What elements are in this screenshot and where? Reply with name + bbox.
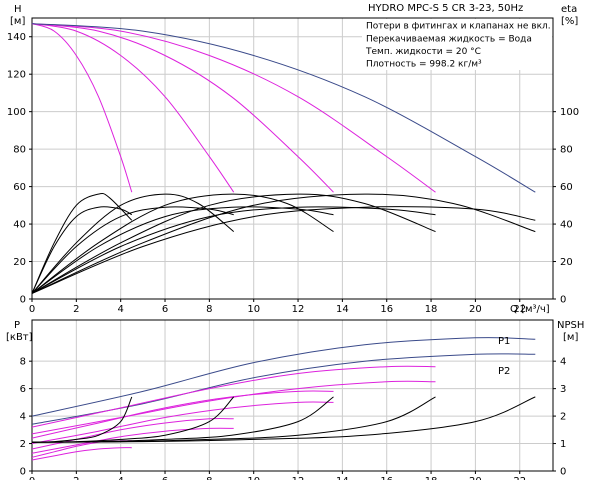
top-curve-head-3: [31, 23, 334, 193]
bottom-left-tick-label: 8: [20, 357, 26, 368]
top-ticks: 0 2 4 6 8 10 12 14 16 18 20 22 0 20 40 60 80 100 120 140 0 20…: [7, 32, 579, 315]
bottom-x-tick-label: 2: [73, 476, 79, 480]
top-right-tick-label: 100: [560, 107, 579, 118]
note-line-1: Потери в фитингах и клапанах не вкл.: [366, 22, 551, 32]
top-right-tick-label: 40: [560, 220, 573, 231]
bottom-left-tick-label: 2: [20, 439, 26, 450]
bottom-right-axis-unit: [м]: [563, 332, 578, 343]
top-right-tick-label: 0: [560, 295, 566, 306]
top-left-tick-label: 140: [7, 32, 26, 43]
bottom-x-tick-label: 20: [469, 476, 482, 480]
series-label-p2: P2: [498, 366, 510, 377]
top-x-tick-label: 20: [469, 304, 482, 315]
top-x-tick-label: 2: [73, 304, 79, 315]
bottom-right-tick-label: 3: [560, 384, 566, 395]
top-left-tick-label: 60: [13, 182, 26, 193]
bottom-x-tick-label: 0: [29, 476, 35, 480]
info-box-background: [362, 19, 552, 70]
bottom-left-axis-unit: [кВт]: [6, 332, 33, 343]
top-right-tick-label: 80: [560, 145, 573, 156]
bottom-curve-series-7: [31, 417, 234, 450]
bottom-right-axis-label: NPSH: [557, 320, 584, 331]
top-x-tick-label: 8: [206, 304, 212, 315]
bottom-right-tick-label: 0: [560, 467, 566, 478]
top-curve-efficiency-3: [31, 193, 334, 294]
top-left-tick-label: 0: [20, 295, 26, 306]
bottom-curve-series-10: [31, 447, 132, 461]
top-curve-efficiency-4: [31, 193, 436, 294]
bottom-left-tick-label: 6: [20, 384, 26, 395]
top-left-tick-label: 20: [13, 257, 26, 268]
top-left-axis-unit: [м]: [10, 16, 25, 27]
note-line-2: Перекачиваемая жидкость = Вода: [366, 35, 532, 45]
series-label-p1: P1: [498, 336, 510, 347]
top-curve-efficiency-5: [31, 193, 536, 294]
bottom-x-tick-label: 10: [247, 476, 260, 480]
bottom-curve-series-13: [31, 396, 334, 443]
bottom-x-tick-label: 16: [380, 476, 393, 480]
bottom-marks: [31, 337, 536, 461]
note-line-4: Плотность = 998.2 кг/м³: [366, 60, 482, 70]
top-left-tick-label: 80: [13, 145, 26, 156]
bottom-left-axis-label: P: [14, 320, 20, 331]
bottom-x-tick-label: 14: [336, 476, 349, 480]
bottom-x-tick-label: 4: [117, 476, 123, 480]
bottom-grid: [32, 320, 553, 471]
top-curve-efficiency-2: [31, 193, 235, 294]
bottom-curve-series-6: [31, 401, 334, 444]
top-curve-head-1: [31, 23, 133, 193]
bottom-x-tick-label: 8: [206, 476, 212, 480]
top-curve-head-5: [31, 23, 536, 193]
top-curve-head-4: [31, 23, 436, 193]
bottom-x-tick-label: 22: [513, 476, 526, 480]
top-x-tick-label: 22: [513, 304, 526, 315]
top-x-tick-label: 18: [425, 304, 438, 315]
top-x-axis-label: Q [м³/ч]: [510, 304, 550, 315]
top-x-tick-label: 14: [336, 304, 349, 315]
top-curve-efficiency-8: [31, 206, 334, 294]
chart-title: HYDRO MPC-S 5 CR 3-23, 50Hz: [368, 3, 523, 14]
bottom-ticks: 02468101214161820220246801234: [20, 357, 567, 480]
top-left-tick-label: 100: [7, 107, 26, 118]
bottom-curve-series-15: [31, 396, 133, 443]
top-right-tick-label: 60: [560, 182, 573, 193]
top-right-axis-unit: [%]: [561, 16, 578, 27]
bottom-x-tick-label: 12: [292, 476, 305, 480]
bottom-left-tick-label: 4: [20, 412, 26, 423]
top-curve-efficiency-6: [31, 206, 133, 294]
top-right-axis-label: eta: [561, 4, 577, 15]
top-x-tick-label: 0: [29, 304, 35, 315]
bottom-plot-frame: [31, 319, 554, 472]
top-curve-efficiency-9: [31, 206, 436, 294]
top-left-tick-label: 120: [7, 70, 26, 81]
top-curve-efficiency-1: [31, 193, 133, 294]
bottom-curve-series-3: [31, 365, 436, 428]
top-left-axis-label: H: [14, 4, 22, 15]
top-curve-efficiency-7: [31, 206, 234, 294]
top-x-tick-label: 6: [162, 304, 168, 315]
bottom-x-tick-label: 18: [425, 476, 438, 480]
top-curve-efficiency-10: [31, 206, 536, 294]
top-left-tick-label: 40: [13, 220, 26, 231]
bottom-curve-series-14: [31, 396, 235, 443]
note-line-3: Темп. жидкости = 20 °C: [365, 47, 481, 57]
top-marks: [31, 23, 536, 294]
bottom-curve-series-5: [31, 390, 334, 439]
bottom-left-tick-label: 0: [20, 467, 26, 478]
top-x-tick-label: 4: [117, 304, 123, 315]
bottom-x-tick-label: 6: [162, 476, 168, 480]
top-x-tick-label: 12: [292, 304, 305, 315]
top-x-tick-label: 16: [380, 304, 393, 315]
bottom-curve-series-8: [31, 427, 234, 454]
top-right-tick-label: 20: [560, 257, 573, 268]
top-curve-head-2: [31, 23, 235, 193]
bottom-curve-p1: [31, 337, 536, 417]
top-x-tick-label: 10: [247, 304, 260, 315]
bottom-right-tick-label: 1: [560, 439, 566, 450]
bottom-right-tick-label: 4: [560, 357, 566, 368]
top-plot-frame: [31, 17, 554, 300]
bottom-right-tick-label: 2: [560, 412, 566, 423]
